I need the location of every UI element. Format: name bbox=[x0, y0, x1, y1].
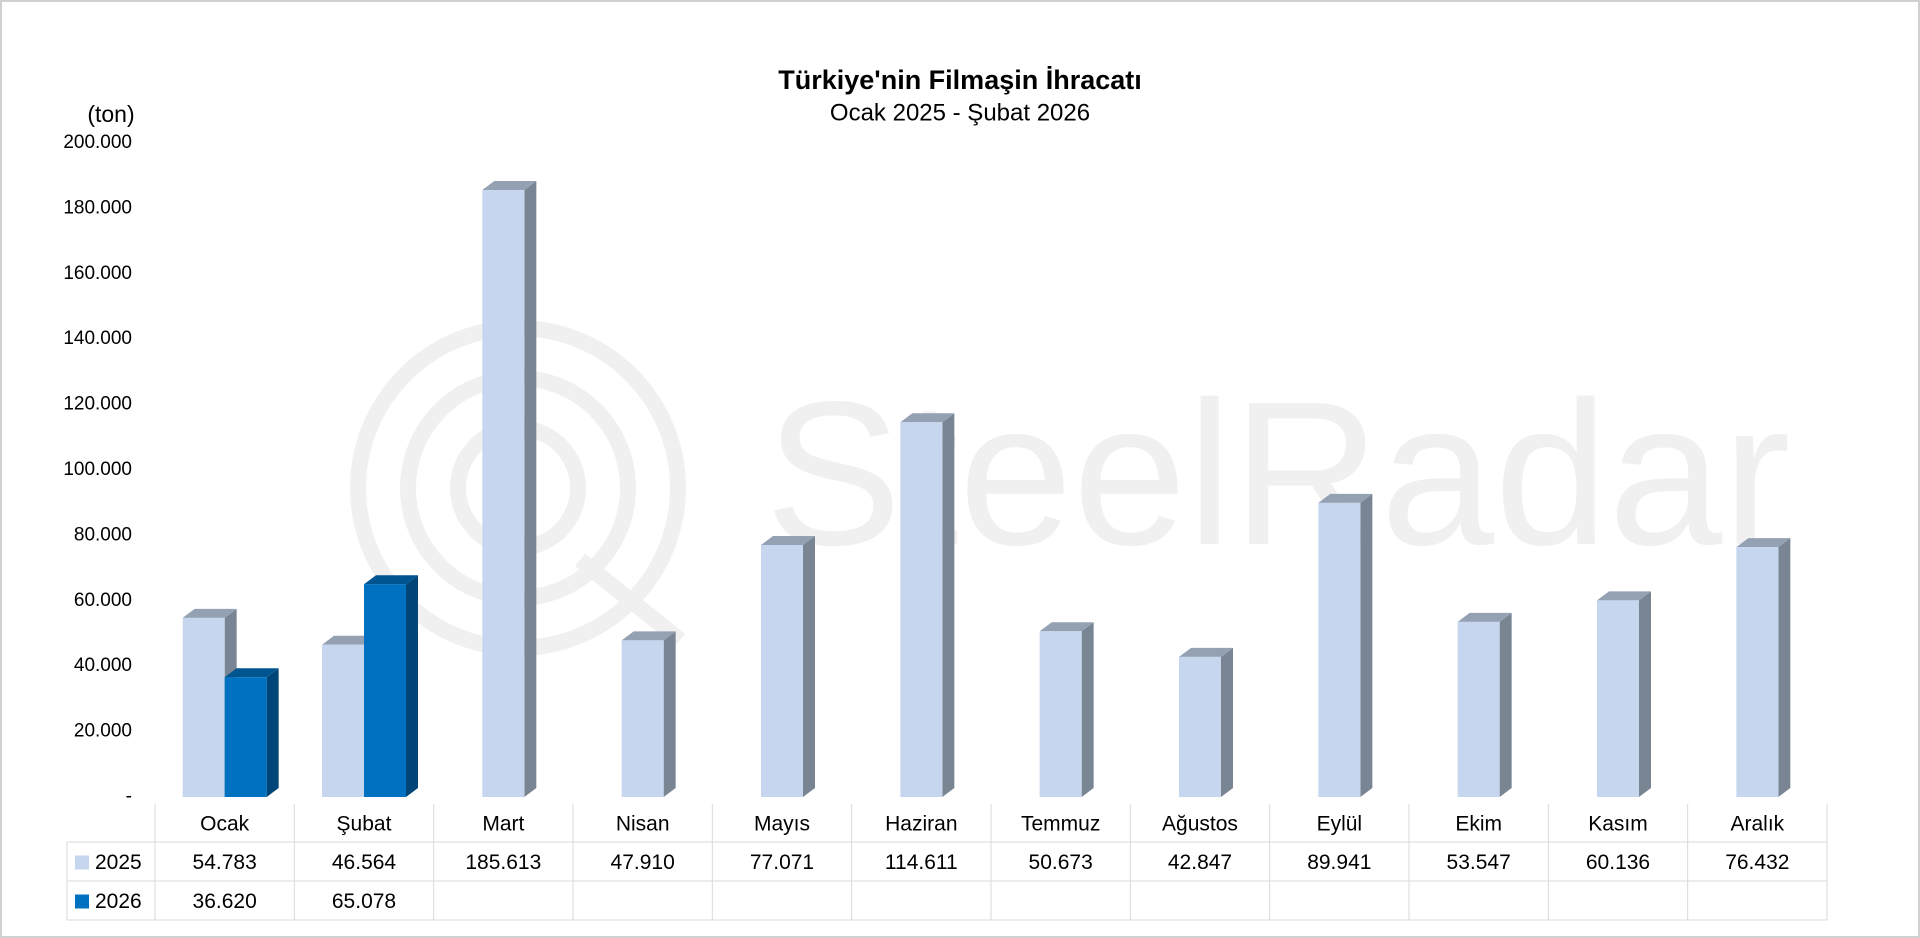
data-label: 114.611 bbox=[885, 851, 958, 874]
bar bbox=[1736, 547, 1779, 797]
data-label: 42.847 bbox=[1168, 851, 1232, 874]
y-tick-label: 60.000 bbox=[74, 590, 132, 611]
bar bbox=[364, 584, 406, 797]
x-tick-label: Kasım bbox=[1588, 813, 1648, 836]
bar-top bbox=[182, 608, 237, 618]
bar bbox=[224, 677, 267, 797]
bar-side bbox=[1081, 622, 1094, 797]
legend-label: 2026 bbox=[95, 890, 142, 913]
x-tick-label: Şubat bbox=[337, 813, 392, 836]
bar-side bbox=[1360, 493, 1373, 797]
bar-side bbox=[1778, 538, 1791, 797]
bar-top bbox=[1597, 591, 1651, 601]
bar-top bbox=[900, 413, 955, 423]
x-tick-label: Ocak bbox=[200, 813, 250, 836]
bar bbox=[621, 640, 664, 797]
data-label: 50.673 bbox=[1029, 851, 1093, 874]
bar-side bbox=[942, 413, 955, 797]
bar-side bbox=[1499, 612, 1512, 797]
bar-side bbox=[266, 668, 279, 797]
data-label: 185.613 bbox=[465, 851, 541, 874]
bar-top bbox=[1179, 647, 1233, 657]
bar-top bbox=[224, 668, 279, 678]
y-tick-label: - bbox=[126, 786, 132, 807]
x-tick-label: Nisan bbox=[616, 813, 670, 836]
bar bbox=[1179, 656, 1221, 797]
legend-swatch bbox=[75, 855, 89, 870]
bar-top bbox=[322, 635, 376, 645]
data-label: 46.564 bbox=[332, 851, 397, 874]
bar-top bbox=[761, 535, 815, 545]
bar bbox=[1039, 631, 1082, 797]
data-label: 77.071 bbox=[750, 851, 814, 874]
y-tick-label: 40.000 bbox=[74, 655, 132, 676]
bar-side bbox=[663, 631, 676, 797]
y-tick-label: 100.000 bbox=[63, 459, 132, 480]
bar bbox=[761, 544, 803, 797]
bar-top bbox=[1039, 622, 1094, 632]
data-label: 76.432 bbox=[1725, 851, 1789, 874]
y-tick-label: 200.000 bbox=[63, 132, 132, 153]
y-tick-label: 80.000 bbox=[74, 524, 132, 545]
bar bbox=[1318, 502, 1361, 797]
data-label: 89.941 bbox=[1307, 851, 1371, 874]
bar-top bbox=[364, 575, 418, 585]
x-tick-label: Mayıs bbox=[754, 813, 810, 836]
data-label: 54.783 bbox=[193, 851, 257, 874]
y-tick-label: 120.000 bbox=[63, 394, 132, 415]
x-tick-label: Eylül bbox=[1317, 813, 1363, 836]
y-tick-label: 20.000 bbox=[74, 721, 132, 742]
bar-side bbox=[524, 181, 537, 798]
bar-top bbox=[1736, 538, 1791, 548]
legend-label: 2025 bbox=[95, 851, 142, 874]
bar bbox=[182, 617, 225, 797]
chart-title: Türkiye'nin Filmaşin İhracatı bbox=[778, 65, 1142, 95]
bar-top bbox=[1457, 612, 1512, 622]
x-tick-label: Ağustos bbox=[1162, 813, 1238, 836]
bar bbox=[482, 190, 525, 798]
bar-side bbox=[1639, 591, 1651, 797]
bar-side bbox=[406, 575, 418, 797]
x-tick-label: Temmuz bbox=[1021, 813, 1100, 836]
bar-side bbox=[1221, 647, 1233, 797]
bar-side bbox=[803, 535, 815, 797]
data-label: 53.547 bbox=[1447, 851, 1511, 874]
x-tick-label: Haziran bbox=[885, 813, 957, 836]
bar-top bbox=[482, 181, 537, 191]
y-axis-label: (ton) bbox=[87, 101, 134, 127]
data-label: 65.078 bbox=[332, 890, 396, 913]
bar bbox=[1597, 600, 1639, 797]
x-tick-label: Aralık bbox=[1730, 813, 1784, 836]
y-tick-label: 180.000 bbox=[63, 197, 132, 218]
chart-subtitle: Ocak 2025 - Şubat 2026 bbox=[830, 99, 1090, 126]
bar-top bbox=[621, 631, 676, 641]
x-tick-label: Ekim bbox=[1455, 813, 1502, 836]
bar bbox=[900, 422, 943, 797]
legend-swatch bbox=[75, 894, 89, 909]
y-tick-label: 160.000 bbox=[63, 263, 132, 284]
data-label: 47.910 bbox=[611, 851, 675, 874]
x-tick-label: Mart bbox=[482, 813, 524, 836]
bar bbox=[322, 644, 364, 797]
data-label: 60.136 bbox=[1586, 851, 1650, 874]
bar bbox=[1457, 621, 1500, 797]
bar-top bbox=[1318, 493, 1373, 503]
data-label: 36.620 bbox=[193, 890, 257, 913]
y-tick-label: 140.000 bbox=[63, 328, 132, 349]
